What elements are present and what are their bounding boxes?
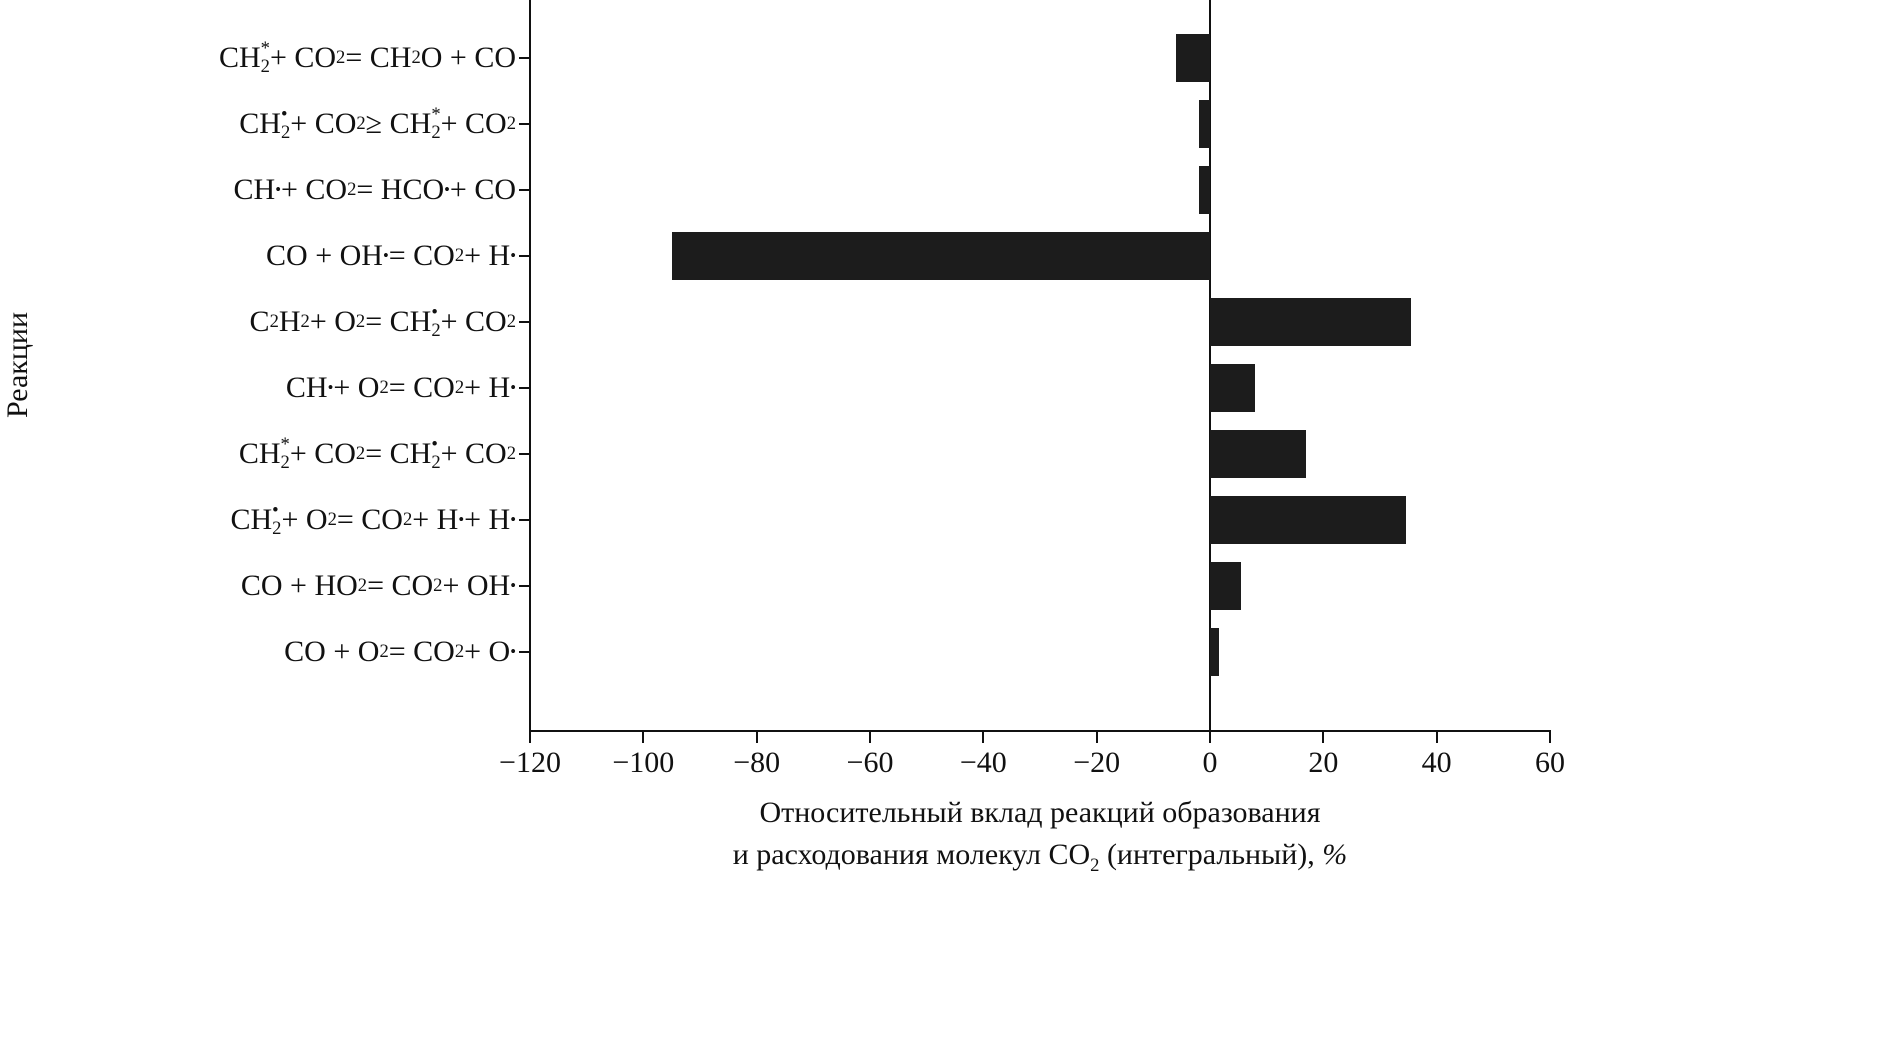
bar [671, 232, 1210, 280]
y-tick-mark [519, 123, 530, 125]
y-tick-mark [519, 57, 530, 59]
x-tick-label: 60 [1535, 746, 1565, 779]
bar [1210, 298, 1412, 346]
x-tick-mark [1209, 732, 1211, 743]
x-tick-label: 0 [1202, 746, 1218, 779]
x-tick-mark [1435, 732, 1438, 743]
reaction-label: CO + HO 2 = CO 2 + OH • [240, 569, 516, 602]
x-tick-label: −80 [733, 746, 781, 779]
x-tick-label: 40 [1421, 746, 1452, 779]
x-tick-mark [1322, 732, 1325, 743]
y-axis-line [529, 0, 531, 732]
bar [1210, 364, 1256, 412]
bar [1210, 430, 1307, 478]
x-tick-label: −60 [846, 746, 894, 779]
x-tick-mark [642, 732, 645, 743]
x-axis-line [529, 730, 1551, 732]
x-tick-label: −40 [959, 746, 1007, 779]
x-tick-mark [1549, 732, 1551, 743]
y-tick-mark [519, 255, 530, 257]
x-tick-mark [755, 732, 758, 743]
x-axis-title: Относительный вклад реакций образования … [530, 792, 1550, 887]
reaction-label: CH * 2 + CO 2 = CH 2 O + CO [218, 38, 516, 77]
x-axis-title-line-2: и расходования молекул CO2 (интегральный… [732, 838, 1348, 876]
x-tick-mark [1095, 732, 1098, 743]
x-tick-label: −20 [1073, 746, 1121, 779]
bar [1198, 166, 1210, 214]
reaction-label: CH * 2 + CO 2 = CH • 2 + CO 2 [238, 434, 516, 473]
reaction-label: CH • + CO 2 = HCO • + CO [233, 173, 517, 206]
bar [1176, 34, 1210, 82]
y-tick-mark [519, 453, 530, 455]
bar [1210, 496, 1406, 544]
y-tick-mark [519, 189, 530, 191]
bar [1198, 100, 1210, 148]
reaction-label: CO + OH • = CO 2 + H • [266, 239, 516, 272]
x-tick-label: −100 [612, 746, 675, 779]
x-tick-label: −120 [499, 746, 561, 779]
y-tick-mark [519, 387, 530, 389]
y-tick-mark [519, 519, 530, 521]
x-tick-label: 20 [1308, 746, 1339, 779]
reaction-label: CH • 2 + CO 2 ≥ CH * 2 + CO 2 [239, 104, 516, 143]
bar [1210, 628, 1219, 676]
x-tick-mark [869, 732, 871, 743]
x-tick-mark [982, 732, 985, 743]
y-tick-mark [519, 651, 530, 653]
y-tick-mark [519, 585, 530, 587]
x-axis-title-line-1: Относительный вклад реакций образования [759, 796, 1321, 829]
y-tick-mark [519, 321, 530, 323]
x-tick-mark [529, 732, 531, 743]
bar [1210, 562, 1242, 610]
